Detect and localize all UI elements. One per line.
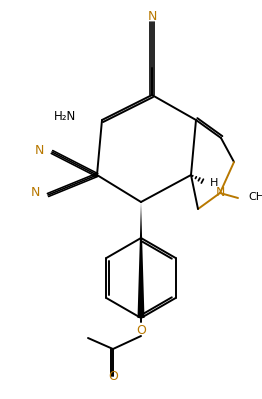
Text: N: N — [215, 186, 225, 200]
Polygon shape — [138, 202, 145, 318]
Text: O: O — [136, 324, 146, 336]
Text: H₂N: H₂N — [54, 109, 76, 122]
Text: N: N — [31, 186, 40, 200]
Text: N: N — [147, 10, 157, 22]
Text: H: H — [210, 178, 218, 188]
Text: O: O — [108, 369, 118, 383]
Text: N: N — [35, 144, 44, 156]
Text: CH₃: CH₃ — [248, 192, 262, 202]
